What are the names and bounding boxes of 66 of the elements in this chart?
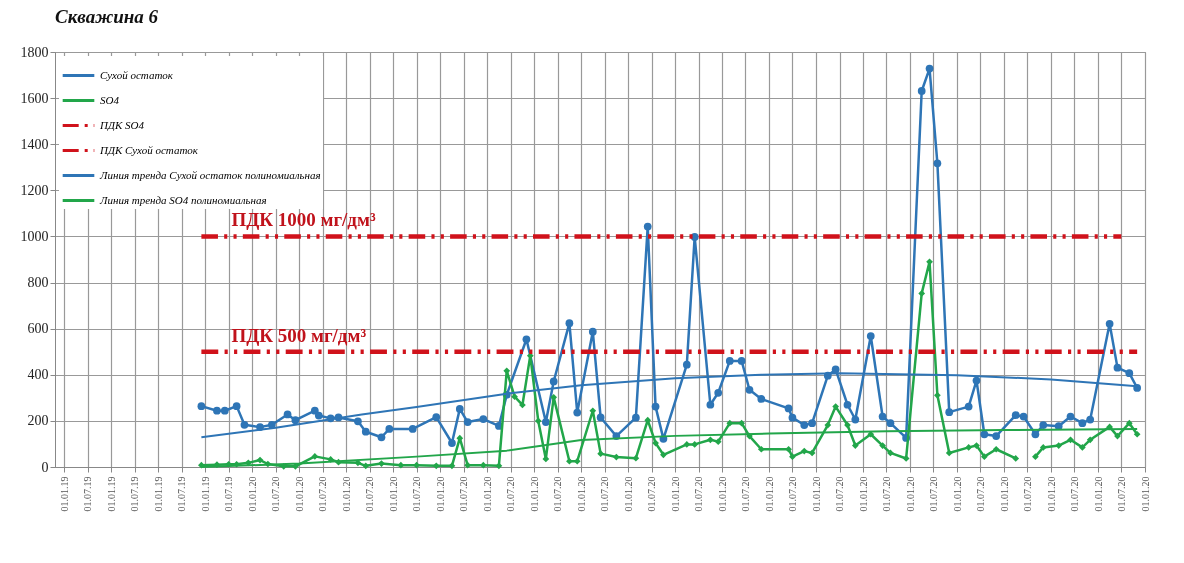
x-tick-label: 01.01.19: [199, 476, 211, 512]
y-tick-label: 1000: [20, 228, 49, 244]
x-tick-label: 01.01.20: [340, 476, 352, 512]
x-tick-label: 01.07.20: [974, 476, 986, 512]
x-tick-label: 01.07.20: [599, 476, 610, 512]
x-tick-label: 01.01.20: [1139, 476, 1151, 512]
y-tick-label: 800: [27, 275, 49, 291]
legend-label: Сухой остаток: [100, 68, 174, 81]
y-tick-label: 1200: [20, 182, 49, 198]
x-tick-label: 01.01.20: [998, 476, 1010, 512]
x-tick-label: 01.01.19: [105, 476, 117, 512]
x-tick-label: 01.07.19: [223, 476, 235, 512]
y-tick-label: 0: [41, 459, 49, 475]
x-tick-label: 01.07.20: [270, 476, 282, 512]
x-tick-label: 01.01.20: [669, 476, 681, 512]
legend-label: ПДК SO4: [99, 118, 145, 131]
x-tick-label: 01.01.20: [951, 476, 963, 512]
x-tick-label: 01.07.20: [693, 476, 705, 512]
x-tick-label: 01.01.20: [246, 476, 258, 512]
x-tick-label: 01.01.20: [763, 476, 775, 512]
y-tick-label: 1800: [20, 44, 49, 60]
x-tick-label: 01.07.20: [646, 476, 658, 512]
x-tick-label: 01.07.20: [1068, 476, 1080, 512]
x-tick-label: 01.07.20: [458, 476, 470, 512]
x-tick-label: 01.07.20: [1115, 476, 1127, 512]
x-tick-label: 01.01.20: [1045, 476, 1057, 512]
x-tick-label: 01.07.20: [1021, 476, 1033, 512]
x-tick-label: 01.07.20: [317, 476, 329, 512]
x-tick-label: 01.01.20: [810, 476, 822, 512]
annotation: ПДК 500 мг/дм³: [231, 324, 367, 346]
x-tick-label: 01.01.19: [58, 476, 70, 512]
x-tick-label: 01.07.20: [927, 476, 939, 512]
legend-label: Линия тренда SO4 полиномиальная: [99, 193, 267, 206]
x-tick-label: 01.07.19: [82, 476, 94, 512]
x-tick-label: 01.01.20: [1092, 476, 1104, 512]
x-tick-label: 01.07.20: [834, 476, 846, 512]
x-tick-label: 01.01.20: [904, 476, 916, 512]
legend-label: ПДК Сухой остаток: [99, 143, 199, 156]
y-tick-label: 1400: [20, 136, 49, 152]
x-tick-label: 01.01.20: [293, 476, 305, 512]
x-tick-label: 01.07.20: [739, 476, 751, 512]
x-tick-label: 01.01.19: [152, 476, 164, 512]
x-tick-label: 01.01.20: [528, 476, 540, 512]
x-tick-label: 01.07.20: [364, 476, 376, 512]
x-tick-label: 01.01.20: [716, 476, 728, 512]
x-tick-label: 01.07.20: [411, 476, 423, 512]
x-tick-label: 01.01.20: [387, 476, 399, 512]
y-tick-label: 400: [27, 367, 49, 383]
legend-label: SO4: [100, 93, 120, 106]
chart-title: Скважина 6: [55, 6, 159, 27]
x-tick-label: 01.01.20: [857, 476, 869, 512]
x-tick-label: 01.07.20: [786, 476, 798, 512]
x-tick-label: 01.07.19: [129, 476, 141, 512]
x-tick-label: 01.01.20: [481, 476, 493, 512]
x-tick-label: 01.01.20: [434, 476, 446, 512]
y-tick-label: 600: [27, 321, 49, 337]
x-tick-label: 01.07.20: [880, 476, 892, 512]
y-tick-label: 200: [27, 413, 49, 429]
x-tick-label: 01.07.19: [176, 476, 188, 512]
x-tick-label: 01.07.20: [505, 476, 517, 512]
x-tick-label: 01.01.20: [575, 476, 587, 512]
x-tick-label: 01.01.20: [622, 476, 634, 512]
annotation: ПДК 1000 мг/дм³: [231, 209, 376, 231]
y-tick-label: 1600: [20, 90, 49, 106]
x-tick-label: 01.07.20: [552, 476, 564, 512]
legend-label: Линия тренда Сухой остаток полиномиальная: [99, 168, 321, 181]
